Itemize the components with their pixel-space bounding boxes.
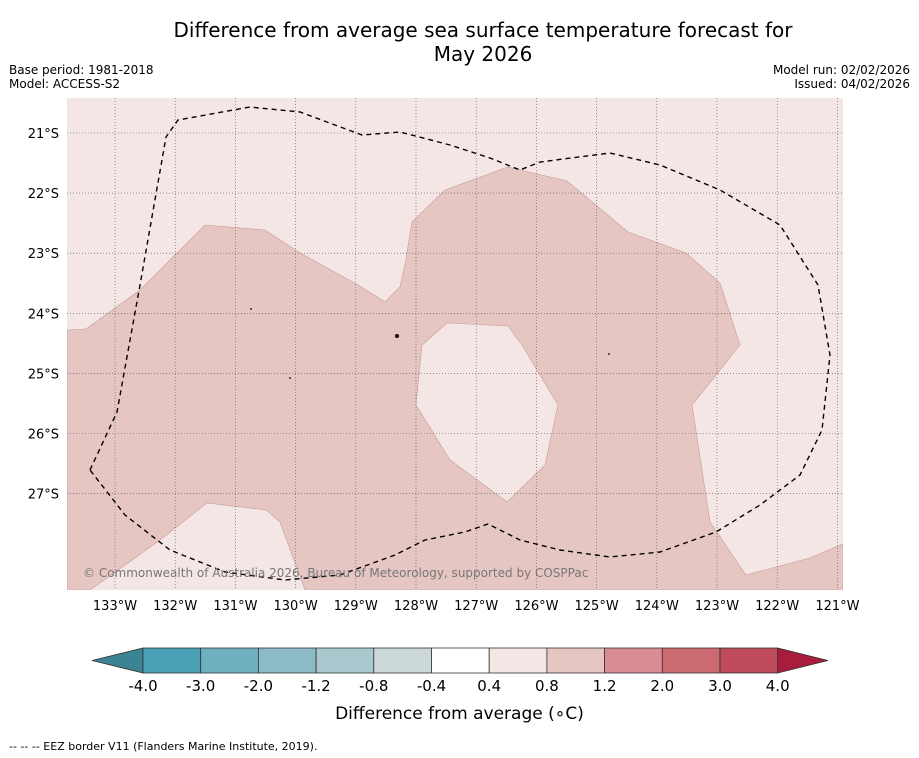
lon-label: 123°W xyxy=(695,599,739,614)
lon-label: 128°W xyxy=(394,599,438,614)
colorbar-tick-label: -0.4 xyxy=(417,677,446,695)
colorbar-tick-label: -0.8 xyxy=(359,677,388,695)
colorbar-high-extension xyxy=(777,647,829,674)
colorbar-segment xyxy=(604,647,663,674)
lon-label: 125°W xyxy=(575,599,619,614)
colorbar-tick-label: 4.0 xyxy=(766,677,790,695)
lat-label: 21°S xyxy=(28,127,59,142)
colorbar-segment xyxy=(546,647,606,674)
model-name: Model: ACCESS-S2 xyxy=(9,77,121,91)
island-markers xyxy=(250,308,610,379)
colorbar-tick-label: -1.2 xyxy=(301,677,330,695)
colorbar-segment xyxy=(257,647,317,674)
meta-right: Model run: 02/02/2026 Issued: 04/02/2026 xyxy=(773,63,910,91)
model-run: Model run: 02/02/2026 xyxy=(772,63,910,77)
lon-label: 130°W xyxy=(274,599,318,614)
colorbar-tick-label: 0.4 xyxy=(477,677,501,695)
eez-legend-note: -- -- -- EEZ border V11 (Flanders Marine… xyxy=(9,740,318,753)
map-area: © Commonwealth of Australia 2026, Bureau… xyxy=(67,98,843,590)
island-marker xyxy=(395,334,399,338)
colorbar-tick-label: -2.0 xyxy=(244,677,273,695)
colorbar-segment xyxy=(373,647,432,674)
lon-label: 133°W xyxy=(93,599,137,614)
lat-label: 22°S xyxy=(28,187,59,202)
issued-date: Issued: 04/02/2026 xyxy=(794,77,910,91)
colorbar: -4.0 -3.0 -2.0 -1.2 -0.8 -0.4 0.4 0.8 1.2 2.0 3.0 4… xyxy=(91,647,829,695)
colorbar-segment xyxy=(488,647,548,674)
copyright-text: © Commonwealth of Australia 2026, Bureau… xyxy=(83,566,588,580)
lon-label: 126°W xyxy=(514,599,558,614)
colorbar-segment xyxy=(200,647,259,674)
lat-label: 24°S xyxy=(28,307,59,322)
base-period: Base period: 1981-2018 xyxy=(9,63,154,77)
title-line-1: Difference from average sea surface temp… xyxy=(173,18,793,42)
lat-label: 23°S xyxy=(28,247,59,262)
lat-label: 27°S xyxy=(28,488,59,503)
colorbar-tick-label: 1.2 xyxy=(593,677,617,695)
lat-label: 26°S xyxy=(28,428,59,443)
lon-label: 122°W xyxy=(755,599,799,614)
island-marker xyxy=(289,377,291,379)
colorbar-low-extension xyxy=(91,647,144,674)
sst-band-0.4-0.8-patch xyxy=(415,322,559,503)
title-line-2: May 2026 xyxy=(433,42,533,66)
colorbar-tick-label: -3.0 xyxy=(186,677,215,695)
lat-label: 25°S xyxy=(28,367,59,382)
lon-label: 129°W xyxy=(334,599,378,614)
colorbar-tick-label: 3.0 xyxy=(708,677,732,695)
graticule xyxy=(67,98,843,590)
longitude-labels: 133°W 132°W 131°W 130°W 129°W 128°W 127°W 126°W… xyxy=(93,599,860,614)
lon-label: 124°W xyxy=(635,599,679,614)
eez-border xyxy=(89,106,831,581)
colorbar-tick-label: -4.0 xyxy=(128,677,157,695)
colorbar-segment xyxy=(661,647,721,674)
island-marker xyxy=(250,308,252,310)
colorbar-tick-label: 0.8 xyxy=(535,677,559,695)
latitude-labels: 21°S 22°S 23°S 24°S 25°S 26°S 27°S xyxy=(28,127,59,503)
colorbar-segment xyxy=(431,647,490,674)
lon-label: 121°W xyxy=(815,599,859,614)
colorbar-tick-label: 2.0 xyxy=(650,677,674,695)
meta-left: Base period: 1981-2018 Model: ACCESS-S2 xyxy=(9,63,154,91)
colorbar-segment xyxy=(315,647,375,674)
lon-label: 131°W xyxy=(213,599,257,614)
lon-label: 127°W xyxy=(454,599,498,614)
colorbar-segment xyxy=(719,647,779,674)
colorbar-segment xyxy=(142,647,202,674)
chart-title: Difference from average sea surface temp… xyxy=(0,18,919,66)
lon-label: 132°W xyxy=(153,599,197,614)
island-marker xyxy=(608,353,610,355)
colorbar-title: Difference from average (∘C) xyxy=(335,704,584,724)
